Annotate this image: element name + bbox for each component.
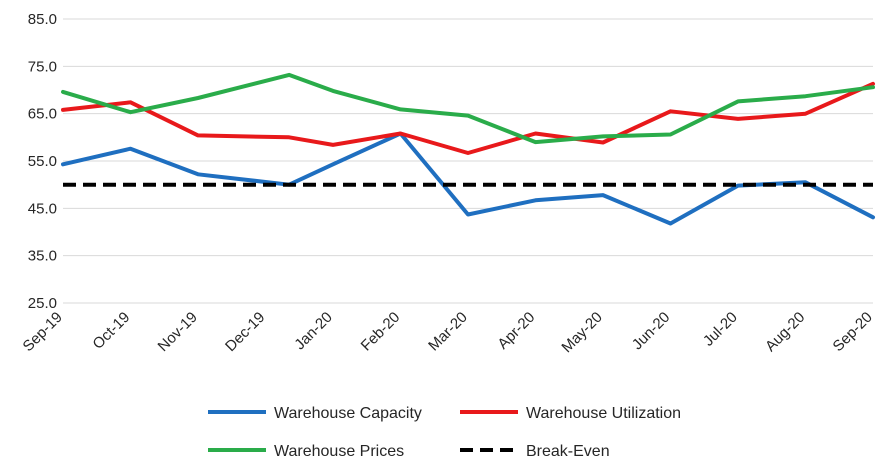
y-tick-label: 65.0 — [28, 106, 57, 123]
y-tick-label: 25.0 — [28, 295, 57, 312]
x-tick-label: Sep-19 — [20, 309, 66, 355]
x-axis-ticks: Sep-19 Oct-19 Nov-19 Dec-19 Jan-20 Feb-20 Mar-… — [20, 309, 876, 356]
y-tick-label: 85.0 — [28, 11, 57, 28]
x-tick-label: May-20 — [558, 309, 605, 356]
series-lines — [61, 72, 875, 226]
x-tick-label: Jul-20 — [700, 309, 741, 350]
x-tick-label: Jun-20 — [629, 309, 673, 353]
y-tick-label: 75.0 — [28, 58, 57, 75]
x-tick-label: Apr-20 — [494, 309, 538, 353]
x-tick-label: Aug-20 — [762, 309, 808, 355]
x-tick-label: Feb-20 — [358, 309, 404, 355]
y-axis-ticks: 25.0 35.0 45.0 55.0 65.0 75.0 85.0 — [28, 11, 57, 312]
legend-label: Warehouse Prices — [274, 443, 404, 460]
x-tick-label: Oct-19 — [89, 309, 133, 353]
series-line-warehouse-capacity — [61, 131, 875, 226]
x-tick-label: Nov-19 — [155, 309, 201, 355]
x-tick-label: Sep-20 — [830, 309, 876, 355]
x-tick-label: Jan-20 — [291, 309, 335, 353]
legend-label: Break-Even — [526, 443, 610, 460]
y-tick-label: 35.0 — [28, 248, 57, 265]
legend: Warehouse Capacity Warehouse Utilization W… — [208, 405, 681, 460]
x-tick-label: Mar-20 — [425, 309, 471, 355]
gridlines — [63, 18, 873, 304]
legend-label: Warehouse Utilization — [526, 405, 681, 422]
series-line-warehouse-prices — [61, 72, 875, 145]
x-tick-label: Dec-19 — [222, 309, 268, 355]
y-tick-label: 55.0 — [28, 153, 57, 170]
legend-label: Warehouse Capacity — [274, 405, 422, 422]
y-tick-label: 45.0 — [28, 200, 57, 217]
series-line-warehouse-utilization — [61, 81, 875, 155]
